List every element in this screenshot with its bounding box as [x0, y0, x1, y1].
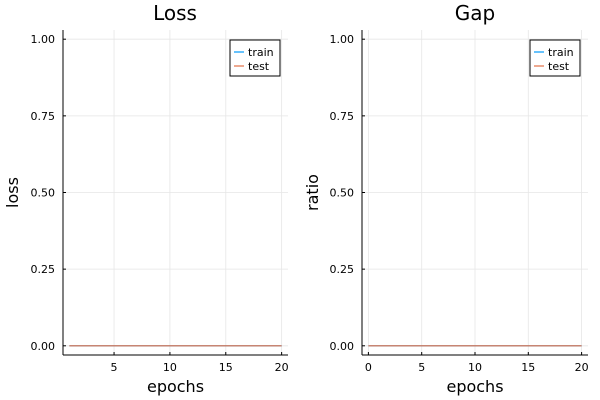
x-tick-label: 5 — [111, 361, 118, 374]
x-axis-label: epochs — [147, 377, 204, 396]
legend-label-test: test — [548, 60, 570, 73]
chart-panel-2: 0 5 10 15 20 0.00 0.25 0.50 0.75 1.00 Gap epochs rat… — [303, 1, 589, 396]
y-tick-label: 0.50 — [31, 187, 56, 200]
x-tick-label: 15 — [219, 361, 233, 374]
y-tick-label: 0.00 — [330, 340, 355, 353]
y-tick-label: 1.00 — [31, 33, 56, 46]
y-tick-label: 0.75 — [330, 110, 355, 123]
x-tick-label: 0 — [365, 361, 372, 374]
legend-box — [529, 39, 581, 77]
y-tick-label: 1.00 — [330, 33, 355, 46]
x-tick-label: 10 — [468, 361, 482, 374]
legend-box — [229, 39, 281, 77]
legend-label-train: train — [248, 46, 274, 59]
x-axis-label: epochs — [446, 377, 503, 396]
y-tick-label: 0.00 — [31, 340, 56, 353]
chart-panel-1: 5 10 15 20 0.00 0.25 0.50 0.75 1.00 Loss epochs los… — [3, 1, 289, 396]
x-tick-label: 10 — [163, 361, 177, 374]
legend-label-train: train — [548, 46, 574, 59]
x-tick-label: 20 — [575, 361, 589, 374]
x-tick-label: 5 — [418, 361, 425, 374]
chart-title: Gap — [455, 1, 495, 25]
chart-title: Loss — [153, 1, 197, 25]
y-axis-label: ratio — [303, 174, 322, 211]
y-tick-label: 0.25 — [330, 263, 355, 276]
y-tick-label: 0.75 — [31, 110, 56, 123]
x-tick-label: 15 — [521, 361, 535, 374]
x-tick-label: 20 — [275, 361, 289, 374]
y-tick-label: 0.50 — [330, 187, 355, 200]
y-tick-label: 0.25 — [31, 263, 56, 276]
legend-label-test: test — [248, 60, 270, 73]
y-axis-label: loss — [3, 177, 22, 208]
